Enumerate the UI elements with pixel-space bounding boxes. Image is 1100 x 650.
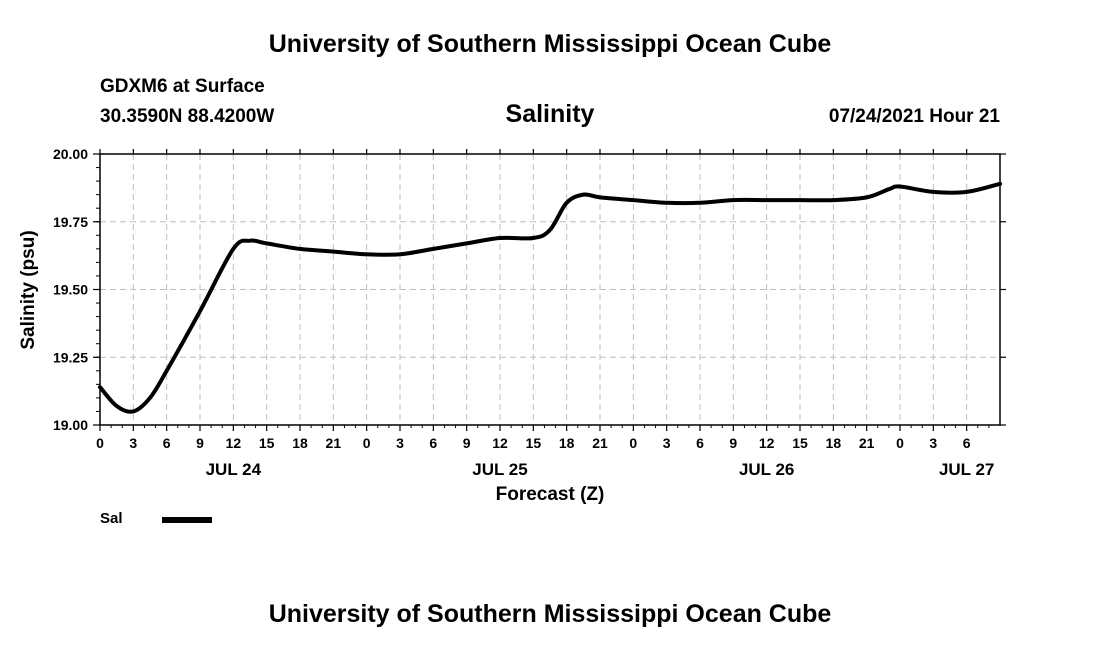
- chart-title: Salinity: [505, 100, 595, 128]
- x-tick-label: 9: [463, 435, 471, 451]
- footer-title: University of Southern Mississippi Ocean…: [268, 600, 832, 628]
- grid-lines: [100, 154, 1000, 425]
- x-tick-label: 3: [663, 435, 671, 451]
- x-tick-label: 6: [963, 435, 971, 451]
- x-axis-label: Forecast (Z): [496, 484, 605, 505]
- x-tick-label: 3: [396, 435, 404, 451]
- x-tick-label: 0: [363, 435, 371, 451]
- x-tick-labels: 0 3 6 9 12 15 18 21 0 3 6 9 12 15 18 21 0 3 6 9 12 15 18 21 0 3 6: [96, 435, 971, 451]
- x-tick-label: 15: [259, 435, 275, 451]
- y-tick-label: 19.75: [53, 214, 88, 230]
- x-tick-label: 18: [292, 435, 308, 451]
- x-tick-label: 18: [826, 435, 842, 451]
- x-tick-label: 9: [729, 435, 737, 451]
- day-label: JUL 26: [739, 460, 794, 479]
- x-tick-label: 6: [696, 435, 704, 451]
- legend-label: Sal: [100, 510, 123, 527]
- coordinates-label: 30.3590N 88.4200W: [100, 106, 275, 127]
- axis-ticks: [93, 149, 1006, 431]
- x-tick-label: 12: [759, 435, 775, 451]
- x-tick-label: 0: [629, 435, 637, 451]
- day-label: JUL 25: [472, 460, 527, 479]
- x-tick-label: 21: [326, 435, 342, 451]
- x-tick-label: 15: [526, 435, 542, 451]
- y-tick-label: 20.00: [53, 146, 88, 162]
- y-tick-label: 19.00: [53, 417, 88, 433]
- legend-swatch: [162, 517, 212, 523]
- x-tick-label: 6: [429, 435, 437, 451]
- day-labels: JUL 24 JUL 25 JUL 26 JUL 27: [206, 460, 995, 479]
- series-line-sal: [98, 181, 1002, 414]
- day-label: JUL 27: [939, 460, 994, 479]
- x-tick-label: 9: [196, 435, 204, 451]
- x-tick-label: 15: [792, 435, 808, 451]
- x-tick-label: 18: [559, 435, 575, 451]
- forecast-datetime: 07/24/2021 Hour 21: [828, 106, 1000, 127]
- x-tick-label: 6: [163, 435, 171, 451]
- plot-frame: [99, 153, 1001, 426]
- station-label: GDXM6 at Surface: [100, 76, 265, 97]
- y-tick-label: 19.50: [53, 282, 88, 298]
- x-tick-label: 12: [226, 435, 242, 451]
- x-tick-label: 21: [859, 435, 875, 451]
- y-axis-label: Salinity (psu): [18, 230, 39, 349]
- x-tick-label: 3: [929, 435, 937, 451]
- y-tick-label: 19.25: [53, 349, 88, 365]
- x-tick-label: 0: [96, 435, 104, 451]
- x-tick-label: 3: [129, 435, 137, 451]
- day-label: JUL 24: [206, 460, 262, 479]
- x-tick-label: 21: [592, 435, 608, 451]
- page-title: University of Southern Mississippi Ocean…: [268, 30, 832, 58]
- x-tick-label: 0: [896, 435, 904, 451]
- y-tick-labels: 19.00 19.25 19.50 19.75 20.00: [53, 146, 88, 433]
- x-tick-label: 12: [492, 435, 508, 451]
